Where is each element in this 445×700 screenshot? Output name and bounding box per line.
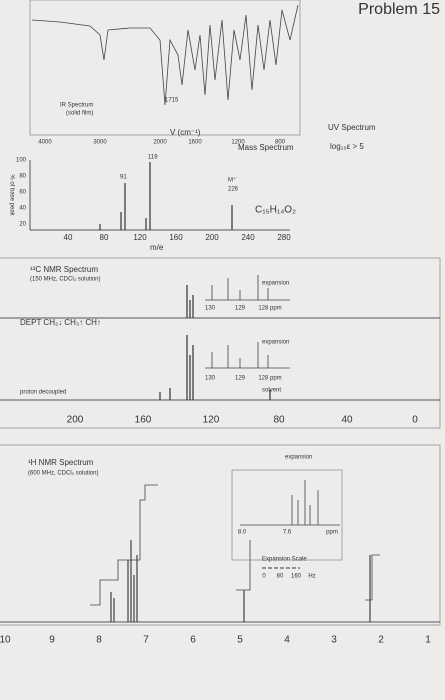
scale-tick: 0 [262,574,266,580]
uv-note: log₁₀ε > 5 [330,142,364,151]
ir-note: (solid film) [66,111,93,117]
h1-x-tick-label: 8 [96,635,102,646]
c13-x-tick-label: 0 [412,415,418,426]
decoupled-label: proton decoupled [20,390,66,396]
c13-x-tick-label: 40 [341,415,353,426]
ir-tick-label: 800 [275,140,286,146]
uv-title: UV Spectrum [328,123,376,132]
c13-x-tick-label: 80 [273,415,285,426]
scale-title: Expansion Scale [262,557,307,563]
h1-note: (600 MHz, CDCl₃ solution) [28,471,98,477]
h1-title: ¹H NMR Spectrum [28,458,94,467]
c13-frame [0,257,441,429]
mass-x-tick-label: 240 [241,233,255,242]
c13-x-tick-label: 120 [203,415,220,426]
mass-x-tick-label: 160 [169,233,183,242]
mass-x-label: m/e [150,243,164,252]
formula: C₁₅H₁₄O₂ [255,205,296,216]
ir-trace [31,4,299,106]
h1-frame [0,444,441,626]
mass-x-tick-label: 200 [205,233,219,242]
mass-y-tick-label: 100 [16,158,27,164]
scale-tick: 160 [291,574,302,580]
ir-frame [29,0,301,136]
ir-spectrum: IR Spectrum (solid film) 1715 V (cm⁻¹) 4… [29,0,301,146]
h1-expansion-tick: 8.0 [238,530,247,536]
dept-expansion-peaks [205,275,290,301]
ir-tick-label: 3000 [93,140,107,146]
h1-expansion-label: expansion [285,455,312,461]
ir-title: IR Spectrum [60,103,93,109]
mass-y-tick-label: 40 [19,206,26,212]
h1-x-tick-label: 6 [190,635,196,646]
decoupled-peaks [159,335,271,400]
c13-nmr: ¹³C NMR Spectrum (150 MHz, CDCl₃ solutio… [0,257,441,429]
mass-title: Mass Spectrum [238,143,294,152]
ir-tick-label: 1200 [231,140,245,146]
h1-x-tick-label: 4 [284,635,290,646]
c13-x-tick-label: 160 [135,415,152,426]
h1-nmr: ¹H NMR Spectrum (600 MHz, CDCl₃ solution… [0,444,441,646]
mass-y-tick-label: 20 [19,222,26,228]
mass-y-tick-label: 60 [19,190,26,196]
ir-tick-label: 2000 [153,140,167,146]
h1-x-tick-label: 1 [425,635,431,646]
mass-peak-label: 119 [148,155,158,161]
decoupled-expansion-tick: 129 [235,376,246,382]
mass-x-tick-label: 40 [64,233,73,242]
problem-title: Problem 15 [358,1,440,18]
h1-x-tick-label: 2 [378,635,384,646]
dept-expansion-label: expansion [262,281,289,287]
h1-x-tick-label: 9 [49,635,55,646]
h1-x-tick-label: 5 [237,635,243,646]
molecular-mass: 226 [228,187,239,193]
dept-expansion-tick: 129 [235,306,246,312]
ir-tick-label: 1600 [188,140,202,146]
dept-peaks [186,285,194,318]
decoupled-expansion-peaks [205,342,290,369]
h1-x-tick-label: 3 [331,635,337,646]
mass-peak-label: 91 [120,175,127,181]
c13-title: ¹³C NMR Spectrum [30,265,98,274]
h1-x-tick-label: 10 [0,635,11,646]
ir-axis-label: V (cm⁻¹) [170,128,201,137]
ir-tick-label: 4000 [38,140,52,146]
mass-peaks [99,162,233,230]
h1-expansion-tick: ppm [326,530,338,536]
h1-peaks [110,540,371,622]
h1-expansion-peaks [240,480,340,526]
mass-y-tick-label: 80 [19,174,26,180]
decoupled-expansion-tick: 130 [205,376,216,382]
mass-x-tick-label: 280 [277,233,291,242]
h1-integral [90,484,380,606]
scale-tick: Hz [308,574,315,580]
ir-peak: 1715 [165,98,179,104]
c13-note: (150 MHz, CDCl₃ solution) [30,277,100,283]
expansion-frame [231,469,343,561]
dept-expansion-tick: 130 [205,306,216,312]
mass-y-label: % of base peak [8,174,14,216]
scale-tick: 80 [277,574,284,580]
dept-expansion-tick: 128 ppm [258,306,281,312]
solvent-label: solvent [262,388,281,394]
h1-expansion-tick: 7.6 [283,530,292,536]
decoupled-expansion-label: expansion [262,340,289,346]
mass-x-tick-label: 80 [100,233,109,242]
dept-label: DEPT CH₂↓ CH₃↑ CH↑ [20,318,101,327]
mass-x-tick-label: 120 [133,233,147,242]
mass-spectrum: Mass Spectrum % of base peak 119 91 M⁺˙ … [8,143,296,252]
h1-x-tick-label: 7 [143,635,149,646]
molecular-ion: M⁺˙ [228,177,238,184]
decoupled-expansion-tick: 128 ppm [258,376,281,382]
c13-x-tick-label: 200 [67,415,84,426]
